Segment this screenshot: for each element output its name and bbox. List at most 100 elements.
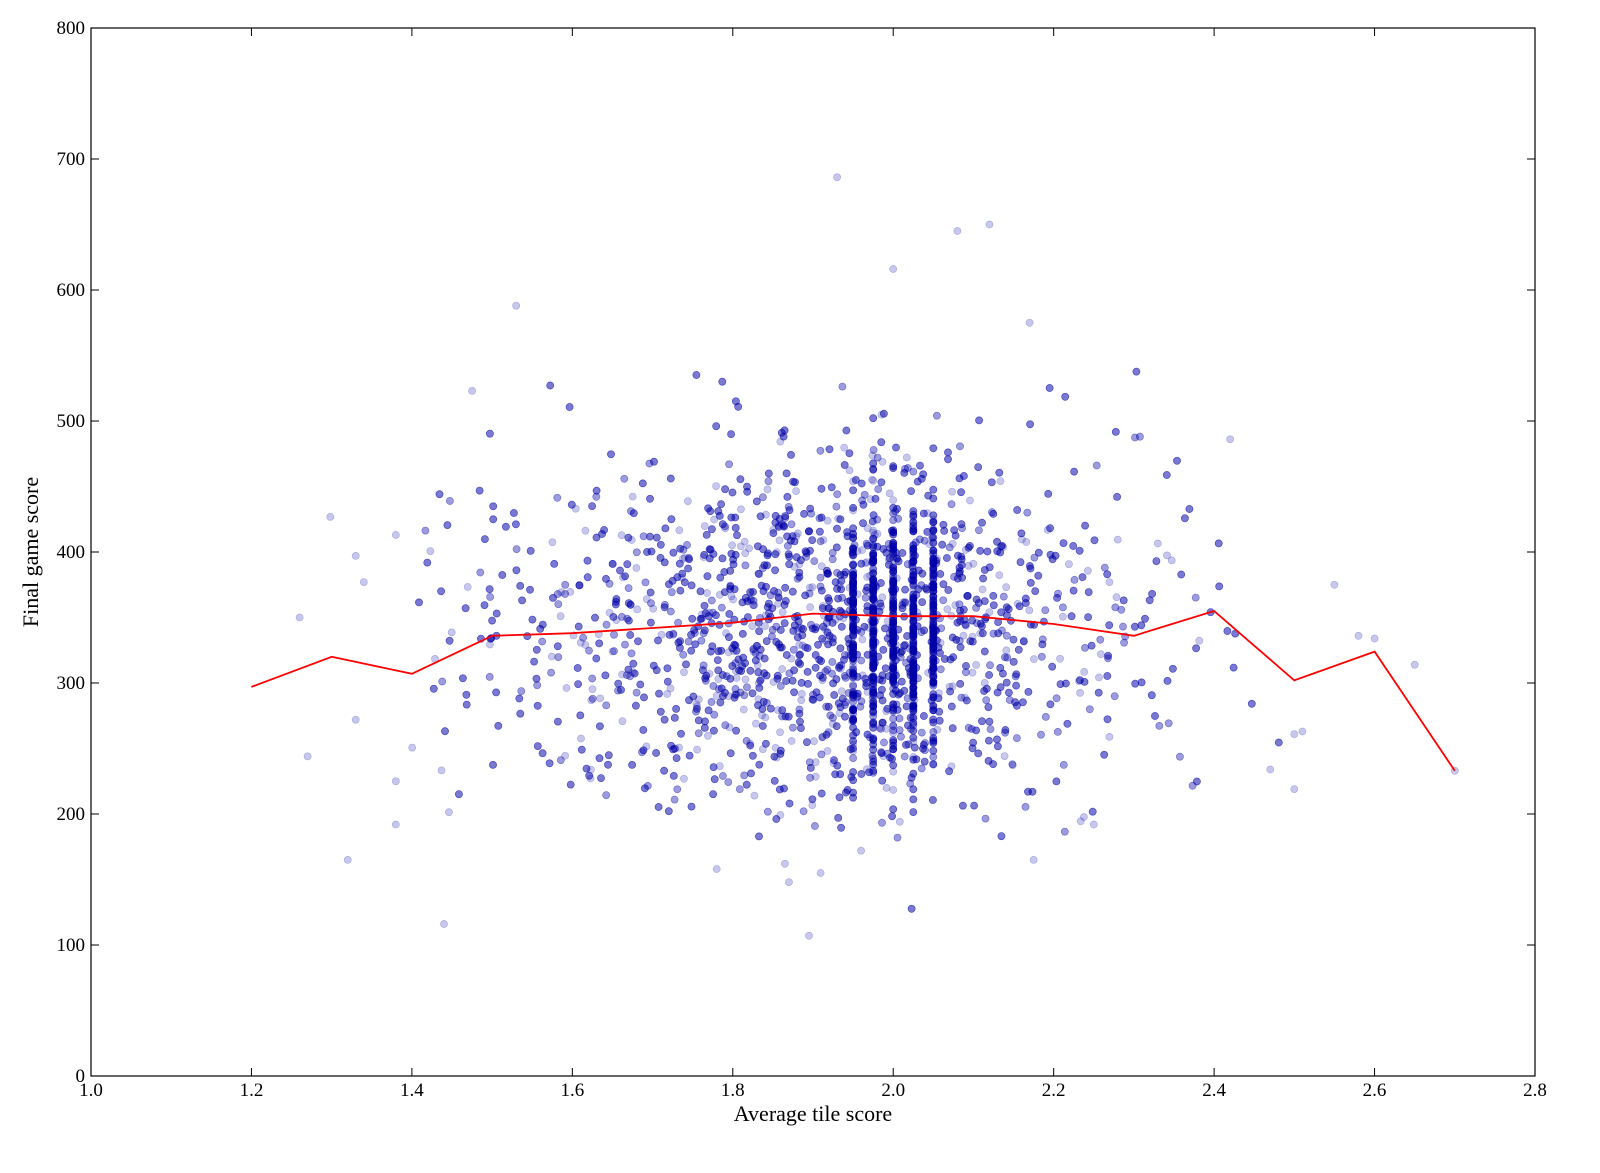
scatter-point: [489, 515, 498, 524]
scatter-point: [869, 658, 878, 666]
scatter-point: [772, 753, 781, 762]
scatter-point: [902, 741, 910, 749]
scatter-point: [1002, 678, 1011, 687]
scatter-point: [588, 674, 597, 683]
scatter-point: [532, 645, 541, 654]
scatter-point: [906, 668, 915, 677]
scatter-point: [832, 722, 841, 730]
scatter-point: [837, 823, 845, 832]
scatter-point: [889, 538, 898, 547]
scatter-point: [929, 633, 938, 641]
scatter-point: [863, 573, 872, 581]
scatter-point: [485, 585, 494, 594]
scatter-point: [824, 614, 833, 622]
scatter-point: [909, 518, 918, 527]
scatter-point: [879, 646, 888, 654]
scatter-point: [935, 689, 943, 698]
scatter-point: [794, 624, 803, 633]
scatter-point: [708, 642, 717, 651]
scatter-point: [979, 574, 987, 583]
scatter-point: [929, 654, 938, 663]
scatter-point: [806, 546, 814, 555]
scatter-point: [610, 647, 618, 655]
scatter-point: [1177, 570, 1186, 579]
scatter-point: [947, 702, 956, 711]
scatter-point: [713, 656, 722, 664]
scatter-point: [993, 735, 1001, 744]
scatter-point: [687, 630, 695, 639]
scatter-point: [716, 698, 725, 707]
scatter-point: [1012, 681, 1020, 690]
scatter-point: [784, 712, 793, 721]
scatter-point: [602, 575, 610, 583]
scatter-point: [929, 494, 938, 503]
scatter-point: [528, 615, 537, 624]
scatter-point: [826, 711, 835, 720]
scatter-point: [694, 695, 703, 704]
scatter-point: [679, 650, 688, 659]
scatter-point: [869, 649, 878, 657]
scatter-point: [909, 544, 918, 553]
scatter-point: [918, 598, 927, 606]
scatter-point: [1167, 556, 1176, 565]
scatter-point: [787, 520, 796, 529]
scatter-point: [851, 689, 859, 698]
scatter-point: [646, 588, 655, 597]
scatter-point: [561, 581, 570, 589]
scatter-point: [869, 650, 878, 658]
scatter-point: [955, 563, 964, 572]
scatter-point: [869, 720, 878, 728]
scatter-point: [756, 645, 765, 654]
scatter-point: [629, 509, 638, 518]
scatter-point: [929, 518, 938, 527]
scatter-point: [997, 832, 1006, 841]
scatter-point: [882, 707, 891, 716]
scatter-point: [909, 808, 918, 816]
scatter-point: [881, 664, 890, 673]
scatter-point: [778, 608, 787, 617]
scatter-point: [868, 451, 877, 460]
scatter-point: [538, 749, 547, 758]
scatter-point: [639, 726, 648, 734]
scatter-point: [849, 529, 857, 538]
scatter-point: [816, 869, 825, 877]
scatter-point: [889, 563, 898, 572]
scatter-point: [692, 705, 701, 713]
scatter-point: [889, 587, 898, 596]
scatter-point: [709, 763, 718, 771]
scatter-point: [692, 700, 701, 709]
scatter-point: [611, 600, 620, 609]
scatter-point: [1056, 654, 1064, 663]
scatter-point: [1247, 699, 1256, 708]
scatter-point: [976, 629, 985, 638]
scatter-point: [1103, 570, 1112, 579]
scatter-point: [909, 557, 918, 565]
scatter-point: [752, 497, 761, 506]
scatter-point: [869, 511, 878, 520]
scatter-point: [909, 660, 918, 669]
scatter-point: [972, 726, 980, 735]
scatter-point: [824, 569, 832, 578]
scatter-point: [696, 615, 705, 623]
scatter-point: [475, 486, 484, 495]
scatter-point: [769, 529, 778, 537]
scatter-point: [729, 560, 738, 569]
scatter-point: [795, 560, 804, 569]
scatter-point: [557, 588, 566, 597]
scatter-point: [948, 539, 957, 548]
scatter-point: [618, 613, 626, 621]
scatter-point: [999, 543, 1007, 552]
scatter-point: [863, 765, 871, 774]
scatter-point: [869, 621, 878, 629]
scatter-point: [909, 755, 918, 764]
scatter-point: [617, 686, 625, 694]
scatter-point: [841, 712, 849, 721]
scatter-point: [821, 636, 829, 645]
scatter-point: [1229, 663, 1238, 672]
scatter-point: [775, 521, 783, 530]
scatter-point: [858, 671, 867, 680]
scatter-point: [463, 583, 472, 591]
scatter-point: [597, 774, 605, 782]
scatter-point: [869, 624, 878, 633]
scatter-point: [1041, 606, 1050, 615]
